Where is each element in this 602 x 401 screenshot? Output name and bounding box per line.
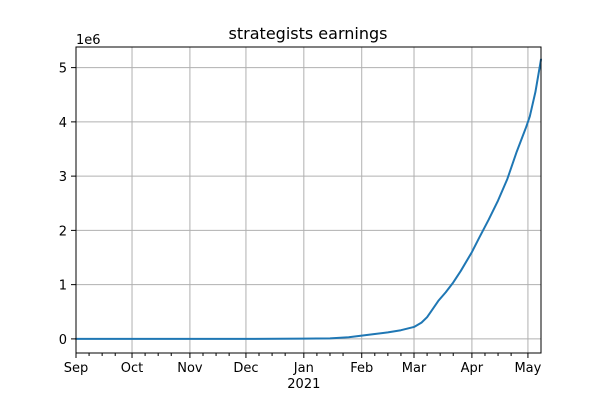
x-tick-sublabel: 2021 xyxy=(287,377,320,392)
x-tick-label: Feb xyxy=(350,361,373,376)
chart-title: strategists earnings xyxy=(229,24,388,43)
y-tick-label: 1 xyxy=(59,279,67,294)
axes-frame xyxy=(75,46,542,354)
y-tick-label: 4 xyxy=(59,116,67,131)
series-line xyxy=(75,58,542,340)
x-tick-label: Jan xyxy=(293,361,314,376)
line-layer xyxy=(75,58,542,340)
y-tick-label: 0 xyxy=(59,333,67,348)
x-tick-label: Sep xyxy=(64,361,89,376)
grid-layer xyxy=(75,47,541,353)
y-tick-label: 2 xyxy=(59,224,67,239)
y-offset-label: 1e6 xyxy=(76,33,101,48)
x-tick-label: Apr xyxy=(461,361,484,376)
x-tick-label: Oct xyxy=(121,361,143,376)
y-tick-label: 5 xyxy=(59,62,67,77)
x-tick-label: Mar xyxy=(402,361,427,376)
x-tick-label: Nov xyxy=(177,361,203,376)
x-tick-label: Dec xyxy=(233,361,258,376)
y-tick-label: 3 xyxy=(59,170,67,185)
x-tick-label: May xyxy=(514,361,541,376)
